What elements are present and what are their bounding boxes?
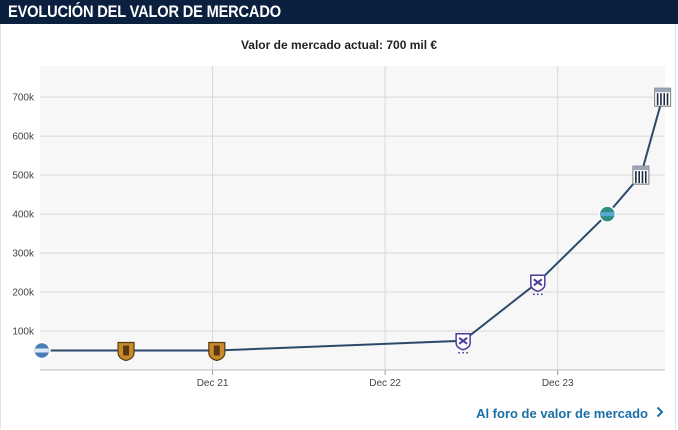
data-point-club-crest-orange[interactable] <box>117 341 135 362</box>
data-point-club-crest-purple[interactable] <box>530 274 546 296</box>
y-tick-label: 600k <box>12 132 35 143</box>
forum-link-label: Al foro de valor de mercado <box>476 406 648 421</box>
section-header: EVOLUCIÓN DEL VALOR DE MERCADO <box>0 0 678 24</box>
data-point-club-crest-green[interactable] <box>598 205 617 223</box>
data-point-club-crest-striped[interactable] <box>632 165 650 185</box>
data-point-club-crest-purple[interactable] <box>455 333 471 354</box>
y-tick-label: 200k <box>12 288 35 299</box>
chevron-right-icon <box>656 406 664 421</box>
market-value-forum-link[interactable]: Al foro de valor de mercado <box>476 406 664 421</box>
y-tick-label: 300k <box>12 249 35 260</box>
y-tick-label: 500k <box>12 171 35 182</box>
x-tick-label: Dec 21 <box>197 378 229 389</box>
data-point-club-crest-striped[interactable] <box>654 87 672 107</box>
data-point-club-crest-blue[interactable] <box>33 341 51 360</box>
y-tick-label: 700k <box>12 93 35 104</box>
data-point-club-crest-orange[interactable] <box>208 341 226 362</box>
card-frame <box>0 24 676 429</box>
y-tick-label: 100k <box>12 327 35 338</box>
plot-area <box>40 66 665 370</box>
x-tick-label: Dec 22 <box>369 378 401 389</box>
chart-subtitle: Valor de mercado actual: 700 mil € <box>240 38 438 52</box>
x-tick-label: Dec 23 <box>542 378 574 389</box>
section-title: EVOLUCIÓN DEL VALOR DE MERCADO <box>8 2 281 21</box>
y-tick-label: 400k <box>12 210 35 221</box>
